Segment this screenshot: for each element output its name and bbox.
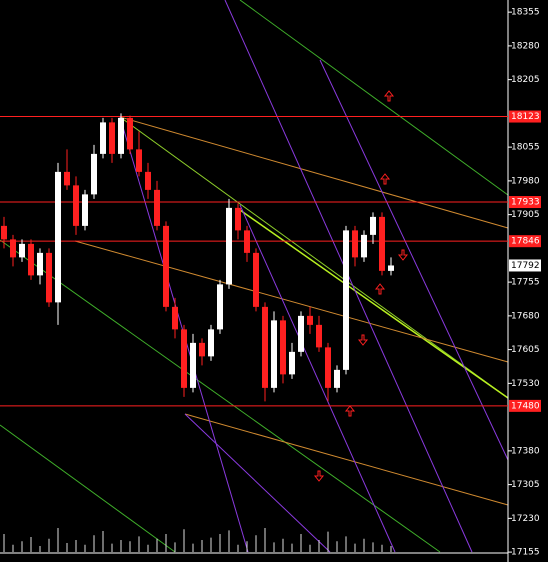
candle-body <box>388 265 394 271</box>
candle-body <box>73 185 79 226</box>
y-tick-label: 18055 <box>511 143 540 153</box>
y-tick-label: 17755 <box>511 278 540 288</box>
level-label: 18123 <box>511 112 540 122</box>
candle-body <box>316 324 322 348</box>
trend-line <box>184 413 331 553</box>
y-tick-label: 17305 <box>511 480 540 490</box>
level-label-box <box>509 110 541 123</box>
down-arrow <box>357 334 369 346</box>
candle-body <box>199 342 205 357</box>
candle-body <box>379 216 385 271</box>
y-tick-label: 17680 <box>511 311 540 321</box>
candle-body <box>280 320 286 375</box>
candle-body <box>271 320 277 388</box>
candle-body <box>1 225 7 240</box>
candle-body <box>235 207 241 231</box>
trend-line <box>74 240 509 363</box>
trend-line <box>119 116 509 399</box>
candle-body <box>298 315 304 352</box>
candle-body <box>361 234 367 258</box>
candle-body <box>154 189 160 226</box>
candle-body <box>19 243 25 258</box>
trend-line <box>119 116 509 229</box>
candle-body <box>127 117 133 150</box>
candle-body <box>208 329 214 357</box>
y-tick-label: 18355 <box>511 8 540 18</box>
candle-body <box>28 243 34 276</box>
up-arrow <box>374 283 386 295</box>
y-tick-label: 17155 <box>511 548 540 558</box>
up-arrow <box>344 405 356 417</box>
level-label-box <box>509 196 541 209</box>
candle-body <box>226 207 232 285</box>
up-arrow <box>379 173 391 185</box>
level-label: 17480 <box>511 401 540 411</box>
y-tick-label: 17605 <box>511 345 540 355</box>
candle-body <box>289 351 295 375</box>
candle-body <box>100 122 106 154</box>
candle-body <box>334 369 340 388</box>
candle-body <box>91 153 97 195</box>
y-tick-label: 17980 <box>511 176 540 186</box>
candle-body <box>163 225 169 307</box>
trend-line <box>0 239 441 553</box>
y-tick-label: 18280 <box>511 41 540 51</box>
y-tick-label: 17230 <box>511 514 540 524</box>
candle-body <box>37 252 43 276</box>
candle-body <box>370 216 376 235</box>
trend-line <box>239 204 396 553</box>
candle-body <box>325 347 331 388</box>
candle-body <box>145 171 151 190</box>
candle-body <box>46 252 52 303</box>
candle-body <box>352 230 358 258</box>
candle-body <box>64 171 70 186</box>
level-label: 17846 <box>511 237 540 247</box>
last-price-label: 17792 <box>511 261 540 271</box>
candle-body <box>343 230 349 370</box>
candle-body <box>262 306 268 388</box>
candle-body <box>118 117 124 154</box>
y-tick-label: 17530 <box>511 379 540 389</box>
candle-body <box>109 122 115 154</box>
candle-body <box>190 342 196 388</box>
down-arrow <box>313 470 325 482</box>
candle-body <box>172 306 178 330</box>
signal-arrows <box>313 90 409 482</box>
down-arrow <box>397 249 409 261</box>
trend-line <box>319 59 509 461</box>
trend-line <box>184 413 509 506</box>
candle-body <box>10 239 16 258</box>
y-tick-label: 17905 <box>511 210 540 220</box>
up-arrow <box>383 90 395 102</box>
y-tick-label: 18205 <box>511 75 540 85</box>
level-label: 17933 <box>511 198 540 208</box>
candle-body <box>253 252 259 307</box>
candle-body <box>307 315 313 325</box>
level-label-box <box>509 399 541 412</box>
candle-body <box>217 284 223 330</box>
last-price-box <box>509 259 541 272</box>
candle-body <box>181 329 187 388</box>
y-tick-label: 17380 <box>511 446 540 456</box>
trend-line <box>0 424 176 553</box>
trend-line <box>239 0 509 196</box>
candle-body <box>82 194 88 226</box>
level-label-box <box>509 235 541 248</box>
candle-body <box>55 171 61 303</box>
candle-body <box>136 149 142 172</box>
candle-body <box>244 230 250 253</box>
